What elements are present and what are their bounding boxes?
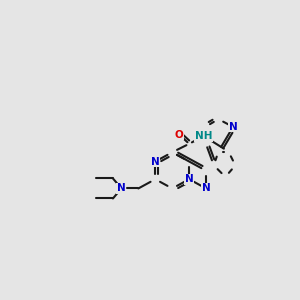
Text: N: N <box>185 174 194 184</box>
Text: NH: NH <box>195 131 213 141</box>
Text: O: O <box>175 130 184 140</box>
Text: N: N <box>117 184 126 194</box>
Text: N: N <box>229 122 237 132</box>
Text: N: N <box>202 184 211 194</box>
Text: N: N <box>151 157 160 166</box>
